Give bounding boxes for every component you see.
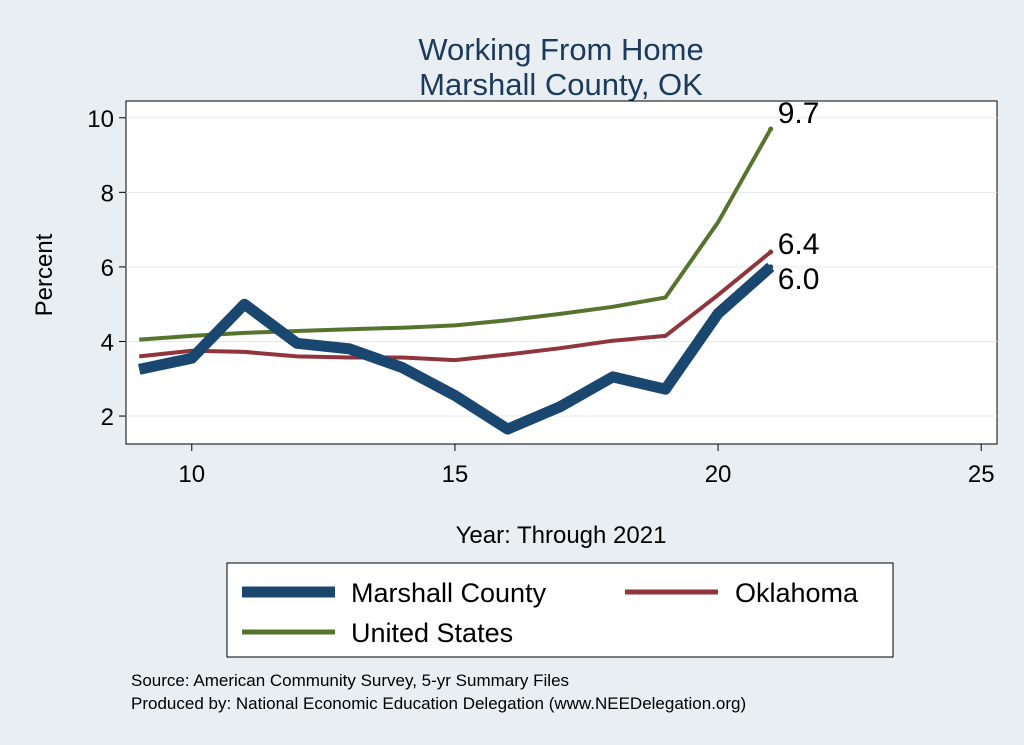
end-point-united-states — [768, 126, 774, 132]
legend-label-united-states: United States — [351, 618, 513, 648]
y-tick-label-8: 8 — [101, 180, 114, 207]
chart-title-line-2: Marshall County, OK — [419, 67, 703, 102]
legend-label-marshall-county: Marshall County — [351, 578, 547, 608]
source-line-1: Source: American Community Survey, 5-yr … — [131, 671, 569, 690]
y-tick-label-2: 2 — [101, 404, 114, 431]
end-label-oklahoma: 6.4 — [778, 228, 820, 261]
plot-area — [125, 100, 998, 445]
grid-lines — [126, 117, 997, 417]
series-line-marshall-county — [138, 262, 775, 435]
x-tick-label-15: 15 — [442, 461, 469, 488]
y-axis: 2 4 6 8 10 — [87, 106, 126, 431]
series-line-united-states — [139, 128, 773, 342]
y-tick-label-10: 10 — [87, 106, 114, 133]
y-axis-title: Percent — [31, 233, 58, 316]
x-tick-label-10: 10 — [178, 461, 205, 488]
x-tick-label-20: 20 — [705, 461, 732, 488]
x-axis-title: Year: Through 2021 — [456, 522, 667, 549]
source-line-2: Produced by: National Economic Education… — [131, 694, 746, 713]
end-label-united-states: 9.7 — [778, 97, 820, 130]
y-tick-label-6: 6 — [101, 255, 114, 282]
legend-label-oklahoma: Oklahoma — [735, 578, 859, 608]
end-labels: 6.06.4 9.7 — [768, 97, 819, 296]
end-point-marshall-county — [768, 264, 774, 270]
legend: Marshall County Oklahoma United States — [226, 562, 894, 658]
end-point-oklahoma — [768, 249, 774, 255]
legend-box — [226, 562, 894, 658]
end-label-marshall-county: 6.0 — [778, 263, 820, 296]
chart-title-line-1: Working From Home — [418, 32, 703, 67]
x-axis: 10 15 20 25 — [178, 444, 995, 488]
series-lines — [138, 128, 775, 435]
y-tick-label-4: 4 — [101, 329, 114, 356]
x-tick-label-25: 25 — [968, 461, 995, 488]
series-line-oklahoma — [138, 250, 772, 363]
